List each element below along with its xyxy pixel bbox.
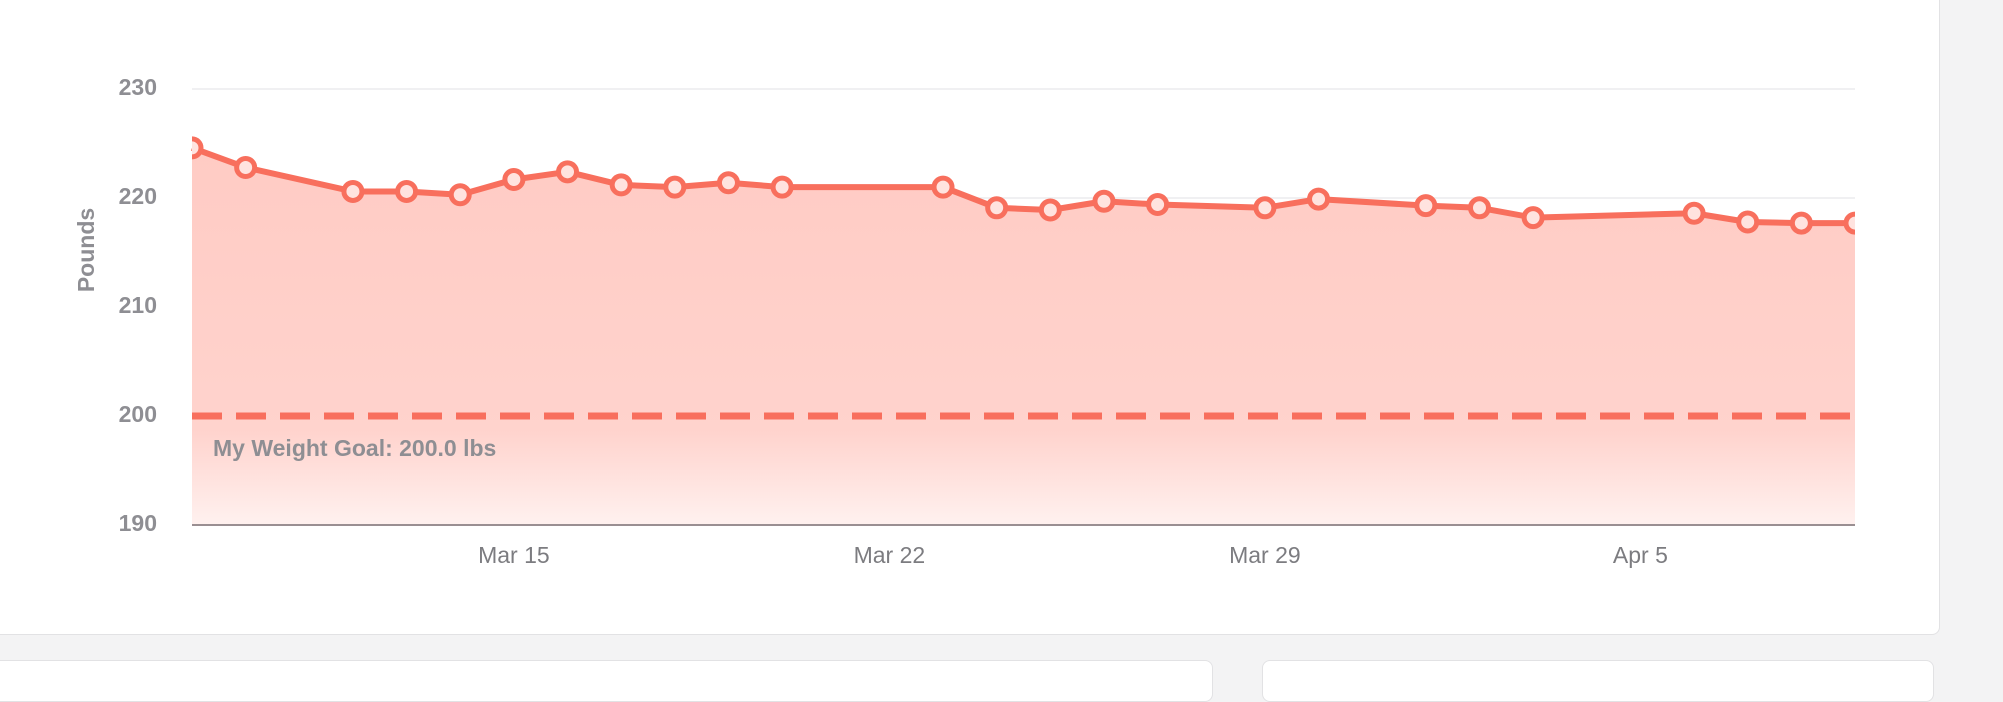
point <box>1521 206 1545 230</box>
point <box>1736 210 1760 234</box>
point <box>502 167 526 191</box>
point <box>1682 201 1706 225</box>
point <box>1307 187 1331 211</box>
point <box>770 175 794 199</box>
point <box>234 155 258 179</box>
point <box>663 175 687 199</box>
y-axis-title: Pounds <box>73 208 99 292</box>
point <box>448 183 472 207</box>
chart: Pounds 190 200 210 220 230 Mar 15 Mar 22 Mar 29… <box>73 74 1855 568</box>
point <box>1467 196 1491 220</box>
point <box>716 171 740 195</box>
page: {"chart_data": {"type": "area-line", "y_… <box>0 0 1940 702</box>
point <box>1789 211 1813 235</box>
goal-label: My Weight Goal: 200.0 lbs <box>213 435 496 461</box>
point <box>1146 193 1170 217</box>
y-tick-label: 200 <box>119 401 157 427</box>
y-tick-label: 210 <box>119 292 157 318</box>
y-tick-label: 230 <box>119 74 157 100</box>
point <box>1414 194 1438 218</box>
point <box>192 136 204 160</box>
point <box>1038 198 1062 222</box>
point <box>1253 196 1277 220</box>
area <box>192 147 1855 526</box>
point <box>931 175 955 199</box>
y-tick-label: 190 <box>119 510 157 536</box>
x-tick-label: Mar 15 <box>478 542 550 568</box>
point <box>395 179 419 203</box>
point <box>609 173 633 197</box>
x-tick-label: Apr 5 <box>1613 542 1668 568</box>
point <box>341 179 365 203</box>
x-tick-label: Mar 29 <box>1229 542 1301 568</box>
point <box>556 160 580 184</box>
x-tick-label: Mar 22 <box>854 542 926 568</box>
point <box>985 196 1009 220</box>
markers <box>192 136 1855 235</box>
y-tick-label: 220 <box>119 183 157 209</box>
point <box>1092 189 1116 213</box>
point <box>1843 211 1855 235</box>
